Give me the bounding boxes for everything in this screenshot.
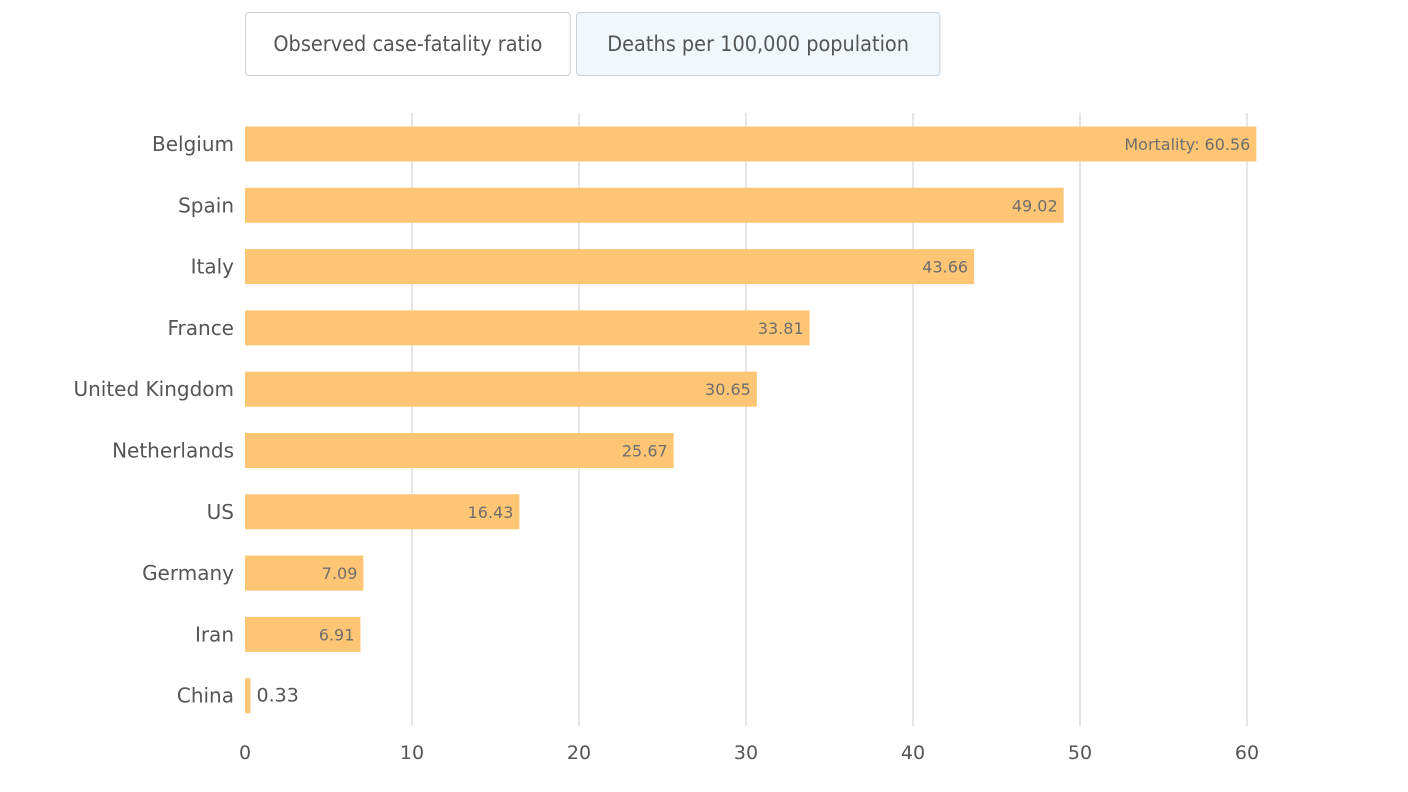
data-label: 43.66 bbox=[922, 258, 968, 277]
category-label: US bbox=[207, 500, 234, 524]
data-label: 30.65 bbox=[705, 380, 751, 399]
data-label: 0.33 bbox=[257, 685, 299, 707]
data-label: 49.02 bbox=[1012, 196, 1058, 215]
bars bbox=[245, 126, 1257, 714]
category-label: Netherlands bbox=[112, 439, 234, 463]
data-label: 6.91 bbox=[319, 625, 355, 644]
x-tick-label: 20 bbox=[567, 742, 591, 764]
bar[interactable] bbox=[245, 678, 251, 714]
bar[interactable] bbox=[245, 310, 810, 346]
x-tick-label: 30 bbox=[734, 742, 758, 764]
bar[interactable] bbox=[245, 616, 361, 652]
bar[interactable] bbox=[245, 433, 674, 468]
data-label: 16.43 bbox=[468, 503, 514, 522]
data-label: 25.67 bbox=[622, 442, 668, 461]
x-axis-tick-labels: 0 10 20 30 40 50 60 bbox=[239, 742, 1259, 764]
data-label: 33.81 bbox=[758, 319, 804, 338]
value-labels: Mortality: 60.56 49.02 43.66 33.81 30.65 25.6… bbox=[257, 135, 1251, 707]
bar[interactable] bbox=[245, 555, 364, 591]
x-tick-label: 50 bbox=[1068, 742, 1092, 764]
category-label: Spain bbox=[178, 193, 234, 217]
bar[interactable] bbox=[245, 494, 520, 530]
tab-deaths-per-100000-population[interactable]: Deaths per 100,000 population bbox=[576, 12, 941, 76]
data-label: Mortality: 60.56 bbox=[1124, 135, 1250, 154]
x-tick-label: 10 bbox=[400, 742, 424, 764]
data-label: 7.09 bbox=[322, 564, 358, 583]
x-tick-label: 60 bbox=[1235, 742, 1259, 764]
category-label: Germany bbox=[142, 561, 234, 585]
bar[interactable] bbox=[245, 126, 1257, 162]
category-label: China bbox=[177, 684, 234, 708]
bar[interactable] bbox=[245, 371, 757, 407]
category-label: Iran bbox=[195, 622, 234, 646]
bar[interactable] bbox=[245, 249, 975, 285]
category-label: United Kingdom bbox=[73, 377, 234, 401]
bar[interactable] bbox=[245, 187, 1064, 223]
category-labels: Belgium Spain Italy France United Kingdom Net… bbox=[73, 132, 234, 708]
tab-observed-case-fatality-ratio[interactable]: Observed case-fatality ratio bbox=[245, 12, 571, 76]
category-label: Belgium bbox=[152, 132, 234, 156]
category-label: France bbox=[167, 316, 234, 340]
x-tick-label: 0 bbox=[239, 742, 251, 764]
x-tick-label: 40 bbox=[901, 742, 925, 764]
category-label: Italy bbox=[191, 255, 235, 279]
